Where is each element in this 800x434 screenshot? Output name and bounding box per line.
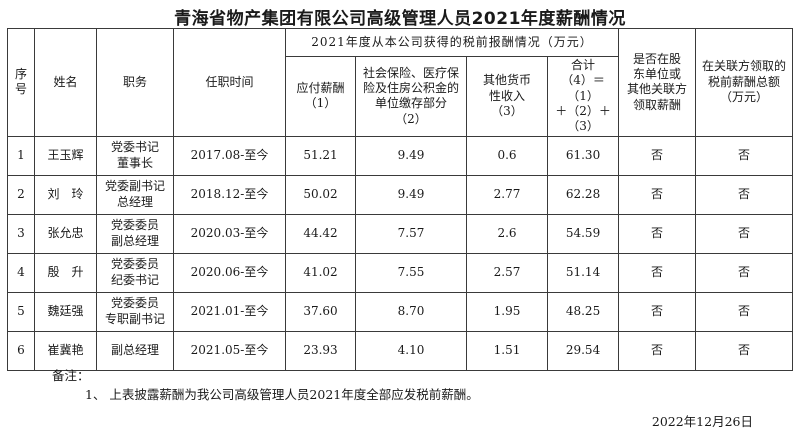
cell-total: 51.14 — [546, 252, 620, 293]
col-header-name: 姓名 — [34, 28, 97, 137]
table-header: 序 号 姓名 职务 任职时间 2021年度从本公司获得的税前报酬情况（万元） 是… — [7, 28, 794, 137]
cell-other-income: 1.95 — [466, 291, 548, 332]
cell-shareholder: 否 — [618, 252, 697, 293]
col-header-tenure: 任职时间 — [173, 28, 286, 137]
cell-name: 刘 玲 — [34, 174, 97, 215]
col-header-related-party: 在关联方领取的 税前薪酬总额 （万元） — [695, 28, 794, 137]
cell-name: 魏廷强 — [34, 291, 97, 332]
col-header-index: 序 号 — [7, 28, 35, 137]
col-header-payable: 应付薪酬 （1） — [285, 56, 356, 137]
cell-related-party: 否 — [695, 330, 794, 371]
cell-index: 3 — [7, 213, 35, 254]
cell-position: 党委书记 董事长 — [96, 135, 174, 176]
cell-shareholder: 否 — [618, 291, 697, 332]
cell-index: 1 — [7, 135, 35, 176]
cell-payable: 23.93 — [285, 330, 356, 371]
cell-position: 党委副书记 总经理 — [96, 174, 174, 215]
cell-total: 61.30 — [546, 135, 620, 176]
cell-tenure: 2021.05-至今 — [173, 330, 286, 371]
cell-insurance: 9.49 — [355, 135, 467, 176]
cell-total: 54.59 — [546, 213, 620, 254]
cell-tenure: 2018.12-至今 — [173, 174, 286, 215]
cell-other-income: 2.6 — [466, 213, 548, 254]
cell-index: 6 — [7, 330, 35, 371]
cell-other-income: 2.77 — [466, 174, 548, 215]
page-title: 青海省物产集团有限公司高级管理人员2021年度薪酬情况 — [174, 9, 626, 29]
cell-tenure: 2020.06-至今 — [173, 252, 286, 293]
salary-table: 序 号 姓名 职务 任职时间 2021年度从本公司获得的税前报酬情况（万元） 是… — [7, 28, 794, 371]
cell-insurance: 8.70 — [355, 291, 467, 332]
cell-name: 崔冀艳 — [34, 330, 97, 371]
cell-tenure: 2017.08-至今 — [173, 135, 286, 176]
cell-payable: 50.02 — [285, 174, 356, 215]
cell-name: 殷 升 — [34, 252, 97, 293]
cell-total: 48.25 — [546, 291, 620, 332]
table-row: 6 崔冀艳 副总经理 2021.05-至今 23.93 4.10 1.51 29.54 否否 — [7, 330, 794, 371]
cell-other-income: 2.57 — [466, 252, 548, 293]
cell-position: 党委委员 专职副书记 — [96, 291, 174, 332]
cell-tenure: 2020.03-至今 — [173, 213, 286, 254]
cell-related-party: 否 — [695, 174, 794, 215]
col-header-other-income: 其他货币 性收入 （3） — [466, 56, 548, 137]
cell-insurance: 7.55 — [355, 252, 467, 293]
cell-shareholder: 否 — [618, 174, 697, 215]
cell-name: 王玉辉 — [34, 135, 97, 176]
cell-position: 党委委员 副总经理 — [96, 213, 174, 254]
cell-related-party: 否 — [695, 252, 794, 293]
cell-shareholder: 否 — [618, 213, 697, 254]
cell-insurance: 9.49 — [355, 174, 467, 215]
cell-shareholder: 否 — [618, 330, 697, 371]
note-item-1: 1、 上表披露薪酬为我公司高级管理人员2021年度全部应发税前薪酬。 — [85, 387, 479, 403]
cell-total: 29.54 — [546, 330, 620, 371]
col-header-total: 合计 （4）＝（1） ＋（2）＋ （3） — [546, 56, 620, 137]
col-header-compensation-group: 2021年度从本公司获得的税前报酬情况（万元） — [284, 28, 620, 57]
cell-insurance: 4.10 — [355, 330, 467, 371]
cell-payable: 51.21 — [285, 135, 356, 176]
cell-index: 2 — [7, 174, 35, 215]
col-header-insurance: 社会保险、医疗保 险及住房公积金的 单位缴存部分 （2） — [355, 56, 467, 137]
table-row: 1 王玉辉 党委书记 董事长 2017.08-至今 51.21 9.49 0.6 61.30 否… — [7, 135, 794, 176]
cell-tenure: 2021.01-至今 — [173, 291, 286, 332]
cell-other-income: 1.51 — [466, 330, 548, 371]
notes-block: 备注： 1、 上表披露薪酬为我公司高级管理人员2021年度全部应发税前薪酬。 — [52, 366, 479, 405]
cell-related-party: 否 — [695, 213, 794, 254]
cell-payable: 37.60 — [285, 291, 356, 332]
cell-payable: 41.02 — [285, 252, 356, 293]
cell-related-party: 否 — [695, 291, 794, 332]
cell-insurance: 7.57 — [355, 213, 467, 254]
col-header-shareholder: 是否在股 东单位或 其他关联方 领取薪酬 — [618, 28, 697, 137]
salary-table-body: 1 王玉辉 党委书记 董事长 2017.08-至今 51.21 9.49 0.6 61.30 否… — [7, 135, 794, 371]
table-row: 5 魏廷强 党委委员 专职副书记 2021.01-至今 37.60 8.70 1.95 48.… — [7, 291, 794, 332]
cell-payable: 44.42 — [285, 213, 356, 254]
table-row: 3 张允忠 党委委员 副总经理 2020.03-至今 44.42 7.57 2.6 54.59… — [7, 213, 794, 254]
cell-index: 5 — [7, 291, 35, 332]
cell-position: 党委委员 纪委书记 — [96, 252, 174, 293]
cell-position: 副总经理 — [96, 330, 174, 371]
col-header-position: 职务 — [96, 28, 174, 137]
document-date: 2022年12月26日 — [651, 414, 753, 429]
cell-related-party: 否 — [695, 135, 794, 176]
cell-name: 张允忠 — [34, 213, 97, 254]
cell-shareholder: 否 — [618, 135, 697, 176]
cell-index: 4 — [7, 252, 35, 293]
cell-total: 62.28 — [546, 174, 620, 215]
notes-label: 备注： — [52, 368, 90, 383]
cell-other-income: 0.6 — [466, 135, 548, 176]
